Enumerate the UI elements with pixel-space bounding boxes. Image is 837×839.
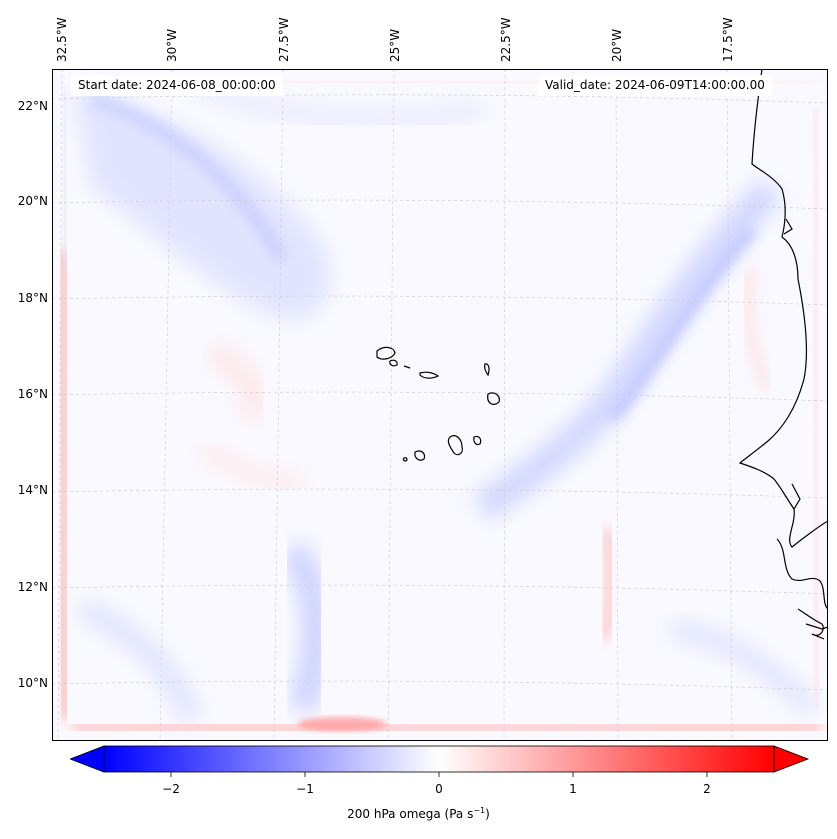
lat-label-14n: 14°N xyxy=(17,483,48,497)
lon-label-32-5w: 32.5°W xyxy=(55,17,69,62)
colorbar-tick-label: −1 xyxy=(296,782,314,796)
santa-luzia-island xyxy=(403,365,411,369)
colorbar-min-extension xyxy=(70,745,105,773)
boa-vista-island xyxy=(487,392,500,405)
lat-label-12n: 12°N xyxy=(17,580,48,594)
sao-vicente-island xyxy=(389,359,398,367)
omega-negative-band xyxy=(199,80,484,129)
coastlines xyxy=(376,69,828,640)
maio-island xyxy=(473,435,482,446)
omega-boundary-left xyxy=(54,248,73,720)
omega-negative-band xyxy=(77,598,203,724)
colorbar-tick-label: 0 xyxy=(435,782,443,796)
santo-antao-island xyxy=(376,346,396,360)
omega-negative-band xyxy=(89,92,289,263)
latitude-labels: 22°N 20°N 18°N 16°N 14°N 12°N 10°N xyxy=(0,0,48,760)
omega-boundary-max xyxy=(297,717,387,731)
omega-boundary-bottom xyxy=(71,718,823,737)
colorbar-tick-label: −2 xyxy=(162,782,180,796)
lat-label-20n: 20°N xyxy=(17,194,48,208)
lon-label-20w: 20°W xyxy=(610,28,624,62)
lon-label-22-5w: 22.5°W xyxy=(499,17,513,62)
colorbar-ticks: −2 −1 0 1 2 xyxy=(162,772,711,796)
lat-label-18n: 18°N xyxy=(17,291,48,305)
sao-nicolau-island xyxy=(419,371,440,379)
omega-positive-band xyxy=(743,267,772,391)
omega-positive-region xyxy=(197,440,306,492)
brava-island xyxy=(402,457,408,462)
africa-coastline-south xyxy=(776,538,828,610)
omega-negative-band xyxy=(607,225,757,423)
gridlines xyxy=(52,69,828,741)
lat-label-22n: 22°N xyxy=(17,99,48,113)
omega-positive-region xyxy=(205,339,267,423)
omega-boundary-left xyxy=(58,88,72,270)
omega-negative-region xyxy=(72,89,331,321)
lat-label-16n: 16°N xyxy=(17,387,48,401)
santiago-island xyxy=(447,435,463,456)
colorbar-label: 200 hPa omega (Pa s−1) xyxy=(0,806,837,821)
omega-positive-band xyxy=(597,528,618,641)
map-frame xyxy=(52,69,828,741)
omega-boundary-right xyxy=(809,108,823,710)
africa-coastline xyxy=(738,69,828,548)
lon-label-25w: 25°W xyxy=(388,28,402,62)
coastline-detail xyxy=(783,218,828,640)
colorbar-tick-label: 1 xyxy=(569,782,577,796)
bijagos-islands xyxy=(797,608,824,636)
start-date-label: Start date: 2024-06-08_00:00:00 xyxy=(71,75,283,96)
colorbar: −2 −1 0 1 2 xyxy=(70,745,810,796)
colorbar-label-close: ) xyxy=(485,807,490,821)
omega-negative-band xyxy=(280,540,330,714)
omega-negative-band xyxy=(473,178,783,522)
sal-island xyxy=(484,363,490,377)
map-panel xyxy=(52,69,828,741)
lon-label-17-5w: 17.5°W xyxy=(721,17,735,62)
valid-date-label: Valid_date: 2024-06-09T14:00:00.00 xyxy=(538,75,772,96)
colorbar-gradient xyxy=(103,745,775,773)
colorbar-label-exponent: −1 xyxy=(473,806,486,815)
lon-label-27-5w: 27.5°W xyxy=(277,17,291,62)
omega-negative-band xyxy=(670,620,819,716)
colorbar-max-extension xyxy=(773,745,810,773)
lat-label-10n: 10°N xyxy=(17,676,48,690)
colorbar-tick-label: 2 xyxy=(703,782,711,796)
lon-label-30w: 30°W xyxy=(165,28,179,62)
fogo-island xyxy=(414,450,426,461)
colorbar-label-text: 200 hPa omega (Pa s xyxy=(347,807,474,821)
